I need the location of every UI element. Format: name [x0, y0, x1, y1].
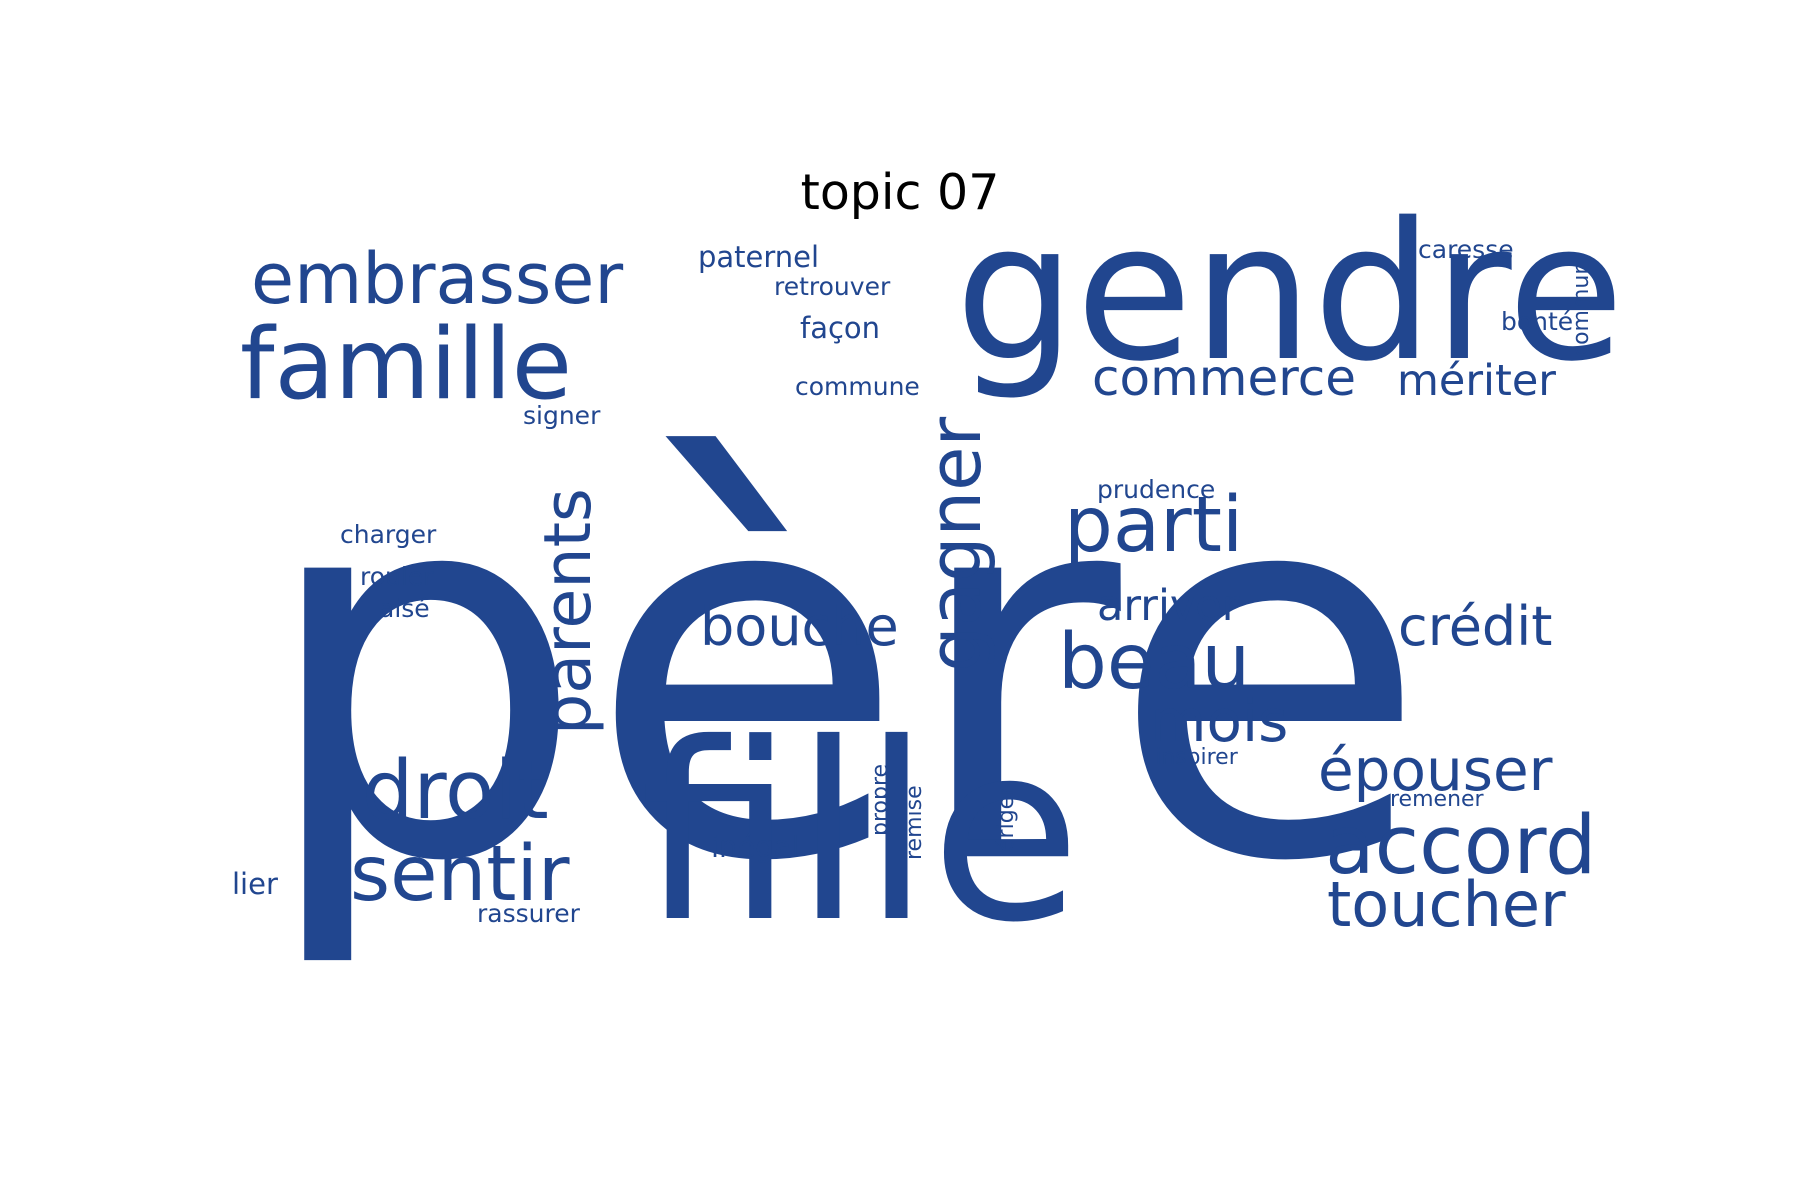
word-prudence: prudence — [1097, 475, 1215, 504]
word-eriger: ériger — [994, 786, 1019, 852]
word-accord: accord — [1325, 799, 1597, 893]
word-parents: parents — [531, 488, 606, 735]
word-propre: propre — [868, 764, 893, 836]
word-caresse: caresse — [1418, 235, 1514, 264]
word-commune: commune — [795, 372, 920, 401]
figure-title: topic 07 — [800, 164, 1000, 221]
word-fille: fille — [640, 691, 1081, 976]
word-paternel: paternel — [698, 240, 819, 274]
word-epouser: épouser — [1318, 736, 1553, 804]
word-bonte: bonté — [1501, 307, 1573, 336]
word-embrasser: embrasser — [251, 238, 623, 320]
word-droit: droit — [362, 744, 549, 838]
word-aise: aisé — [379, 594, 430, 623]
word-commerce: commerce — [1092, 349, 1356, 407]
word-gendre: gendre — [955, 182, 1624, 403]
word-rouler: rouler — [360, 562, 434, 591]
word-remise: remise — [902, 785, 927, 860]
word-rassurer: rassurer — [477, 899, 581, 928]
word-famille: famille — [240, 308, 572, 422]
word-facon: façon — [800, 311, 880, 345]
word-arriver: arriver — [1097, 581, 1240, 631]
word-gagner: gagner — [913, 417, 997, 672]
word-retrouver: retrouver — [774, 272, 891, 301]
word-sentir: sentir — [350, 830, 570, 919]
word-remener: remener — [1390, 787, 1485, 812]
word-meriter: mériter — [1397, 356, 1556, 406]
word-beau: beau — [1058, 618, 1250, 707]
word-mois: mois — [1150, 687, 1288, 755]
word-inegal: inégal — [711, 830, 800, 864]
word-toucher: toucher — [1327, 868, 1566, 941]
word-commun: commun — [1569, 261, 1594, 357]
word-lier: lier — [232, 867, 278, 901]
word-credit: crédit — [1398, 595, 1552, 658]
word-inspirer: inspirer — [1155, 745, 1239, 770]
word-pere: père — [257, 369, 1429, 975]
word-bouche: bouche — [700, 595, 899, 658]
word-parti: parti — [1064, 481, 1243, 570]
word-signer: signer — [523, 401, 601, 430]
word-charger: charger — [340, 520, 437, 549]
